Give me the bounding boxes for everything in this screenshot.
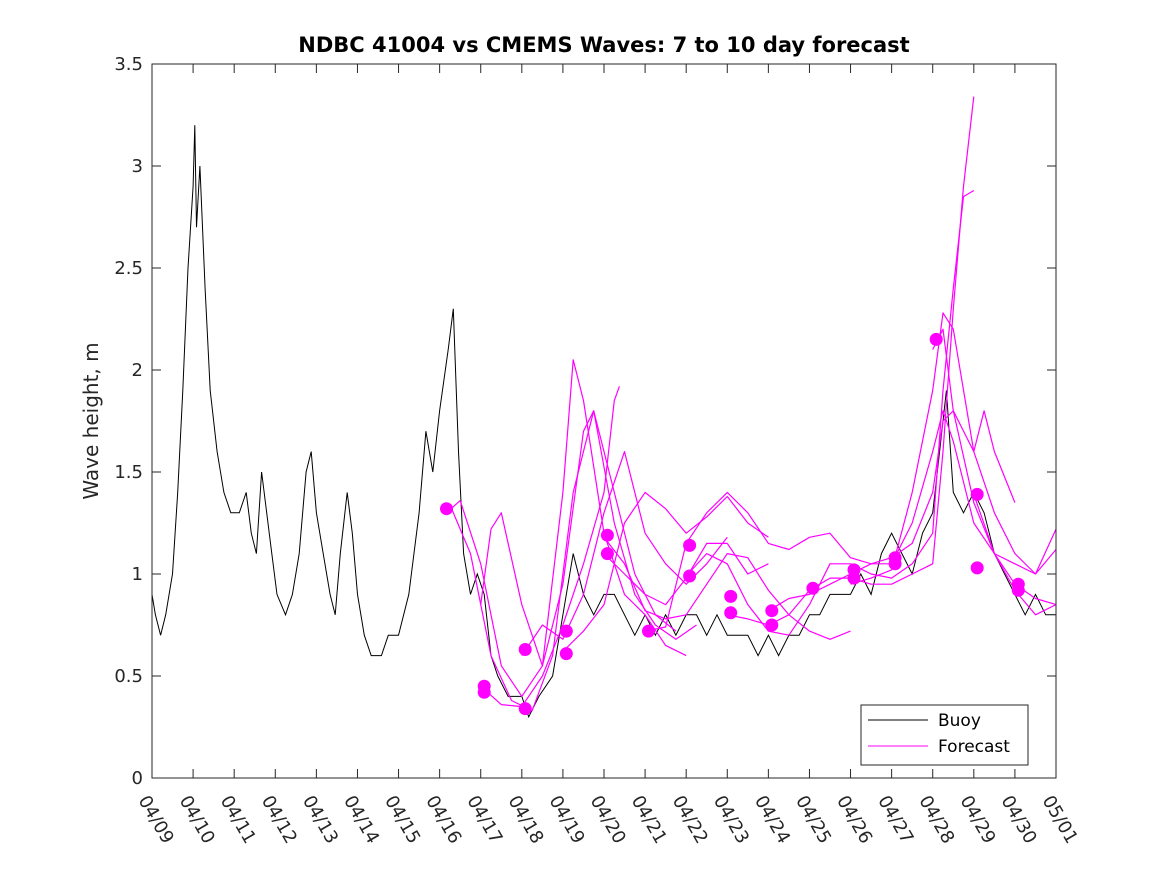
legend: Buoy Forecast	[860, 704, 1029, 766]
forecast-series-line	[932, 328, 1057, 575]
forecast-series-line	[891, 410, 1057, 606]
y-tick-label: 3.5	[114, 54, 143, 75]
chart-title: NDBC 41004 vs CMEMS Waves: 7 to 10 day f…	[298, 33, 909, 57]
forecast-point-marker	[683, 538, 697, 552]
y-tick-label: 1	[132, 564, 143, 585]
y-tick-label: 3	[132, 156, 143, 177]
forecast-point-marker	[559, 624, 573, 638]
y-tick-label: 1.5	[114, 462, 143, 483]
y-tick-label: 2.5	[114, 258, 143, 279]
series-layer	[151, 96, 1057, 719]
forecast-point-marker	[970, 487, 984, 501]
forecast-point-marker	[559, 647, 573, 661]
forecast-point-marker	[642, 624, 655, 638]
forecast-point-marker	[929, 332, 943, 346]
forecast-point-marker	[518, 702, 532, 716]
forecast-series-line	[562, 491, 769, 652]
forecast-point-marker	[518, 643, 532, 656]
forecast-point-marker	[888, 557, 902, 571]
forecast-point-marker	[440, 502, 453, 516]
forecast-point-marker	[765, 604, 779, 618]
forecast-point-marker	[683, 569, 697, 583]
legend-box	[860, 704, 1029, 766]
forecast-point-marker	[806, 581, 820, 595]
forecast-series-line	[480, 410, 677, 667]
forecast-point-marker	[724, 589, 738, 603]
forecast-point-marker	[847, 571, 861, 585]
plot-area	[152, 64, 1056, 778]
y-tick-label: 2	[132, 360, 143, 381]
forecast-point-marker	[970, 561, 984, 575]
forecast-series-line	[480, 386, 620, 708]
forecast-series-line	[850, 312, 1057, 585]
forecast-point-marker	[765, 618, 779, 632]
forecast-series-line	[449, 410, 697, 712]
forecast-point-marker	[600, 528, 614, 542]
y-tick-label: 0.5	[114, 666, 143, 687]
y-axis-label: Wave height, m	[79, 342, 103, 499]
buoy-series-line	[151, 125, 1056, 719]
legend-buoy-label: Buoy	[938, 711, 981, 731]
forecast-series-line	[603, 536, 851, 640]
forecast-point-marker	[600, 547, 614, 561]
forecast-point-marker	[477, 685, 491, 699]
forecast-point-marker	[1011, 583, 1025, 597]
legend-forecast-label: Forecast	[938, 737, 1010, 757]
forecast-point-marker	[724, 606, 738, 620]
y-tick-label: 0	[132, 768, 143, 789]
